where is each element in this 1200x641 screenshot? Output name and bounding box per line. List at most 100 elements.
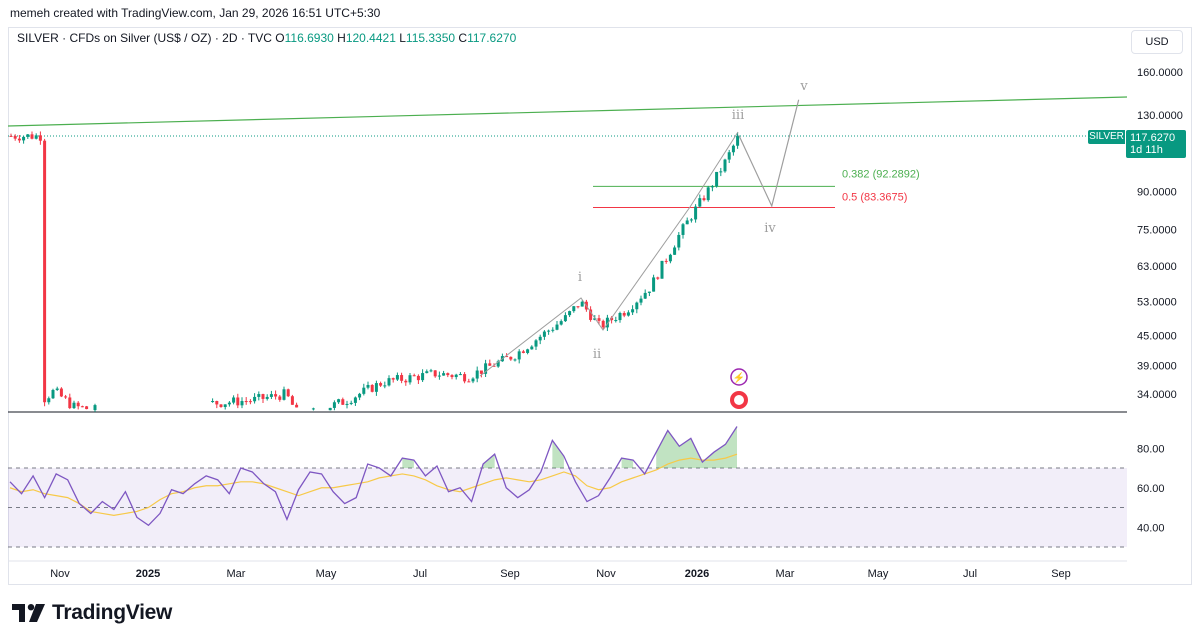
candle-body [475, 370, 479, 379]
open-label: O [275, 31, 285, 45]
candle-body [253, 396, 257, 402]
price-axis-tick: 63.0000 [1137, 261, 1177, 273]
rsi-overbought-fill [483, 454, 495, 468]
candle-body [80, 406, 84, 408]
candle-body [538, 336, 542, 341]
price-axis-tick: 75.0000 [1137, 225, 1177, 237]
rsi-axis-tick: 40.00 [1137, 522, 1165, 534]
candle-body [64, 396, 68, 398]
candle-body [429, 370, 433, 372]
candle-body [555, 324, 559, 330]
candle-body [240, 401, 244, 406]
candle-body [59, 388, 63, 397]
candle-body [479, 370, 483, 374]
elliott-wave-lines [479, 99, 800, 377]
rsi-overbought-fill [552, 440, 564, 468]
candle-body [379, 383, 383, 386]
time-axis-tick: May [316, 568, 337, 580]
high-label: H [337, 31, 346, 45]
candle-body [311, 408, 315, 410]
candle-body [421, 373, 425, 381]
candle-body [542, 331, 546, 337]
currency-button[interactable]: USD [1131, 30, 1183, 54]
candle-body [719, 171, 723, 173]
high-value: 120.4421 [345, 31, 396, 45]
candle-body [22, 136, 26, 141]
rsi-band-fill [8, 468, 1127, 547]
candle-body [337, 399, 341, 403]
time-axis-tick: Jul [413, 568, 427, 580]
low-label: L [399, 31, 406, 45]
close-value: 117.6270 [467, 31, 517, 45]
candle-body [408, 375, 412, 383]
candle-body [68, 397, 72, 409]
candle-body [328, 407, 332, 411]
candle-body [257, 394, 261, 397]
time-axis-tick: Mar [227, 568, 246, 580]
candle-body [677, 234, 681, 248]
candle-body [38, 135, 42, 141]
fib-level-382-label: 0.382 (92.2892) [842, 168, 920, 180]
candle-body [559, 321, 563, 325]
symbol-price-tag: SILVER [1088, 130, 1125, 144]
candle-body [551, 329, 555, 331]
time-axis-tick: Mar [776, 568, 795, 580]
candle-body [416, 375, 420, 381]
candle-body [93, 405, 97, 411]
candle-body [509, 356, 513, 360]
candle-body [274, 394, 278, 397]
lightning-event-icon [730, 368, 748, 386]
candle-body [635, 302, 639, 310]
low-value: 115.3350 [405, 31, 456, 45]
candle-body [517, 351, 521, 360]
candle-body [76, 402, 80, 407]
candle-body [694, 206, 698, 220]
candle-body [400, 375, 404, 381]
candle-body [425, 371, 429, 374]
rsi-overbought-fill [621, 458, 634, 468]
attribution-text: memeh created with TradingView.com, Jan … [10, 6, 381, 20]
price-axis-tick: 34.0000 [1137, 389, 1177, 401]
candle-body [282, 389, 286, 400]
candle-body [484, 363, 488, 374]
candle-body [72, 402, 76, 409]
candle-body [374, 383, 378, 392]
candle-body [467, 381, 471, 383]
candle-body [496, 361, 500, 367]
time-axis-tick: 2026 [685, 568, 709, 580]
candle-body [589, 309, 593, 320]
candle-body [261, 394, 265, 399]
candle-body [715, 171, 719, 187]
candle-body [576, 306, 580, 308]
candle-body [685, 220, 689, 225]
rsi-line [9, 426, 738, 527]
candle-body [471, 378, 475, 382]
candle-body [26, 134, 30, 137]
candle-body [395, 375, 399, 380]
candle-body [17, 138, 21, 141]
chart-frame[interactable] [8, 27, 1192, 585]
symbol-legend: SILVER · CFDs on Silver (US$ / OZ) · 2D … [17, 31, 516, 45]
symbol-description: SILVER · CFDs on Silver (US$ / OZ) · 2D … [17, 31, 272, 45]
candle-body [618, 313, 622, 321]
price-axis-tick: 53.0000 [1137, 297, 1177, 309]
tradingview-logo[interactable]: TradingView [12, 601, 172, 625]
candle-body [433, 370, 437, 377]
last-price-tag: 117.6270 1d 11h [1126, 130, 1186, 158]
candle-body [660, 260, 664, 279]
candle-body [727, 152, 731, 160]
resistance-trendline [7, 96, 1128, 127]
candle-body [689, 219, 693, 221]
candle-body [668, 254, 672, 262]
last-price-value: 117.6270 [1130, 132, 1176, 144]
candle-body [85, 406, 89, 410]
candle-body [227, 402, 231, 405]
candle-body [244, 401, 248, 403]
candle-body [458, 374, 462, 376]
candle-body [731, 145, 735, 153]
candle-body [610, 317, 614, 321]
tradingview-logo-icon [12, 604, 45, 622]
axes: 160.0000 130.0000 90.0000 75.0000 63.0000 53.… [8, 67, 1183, 580]
